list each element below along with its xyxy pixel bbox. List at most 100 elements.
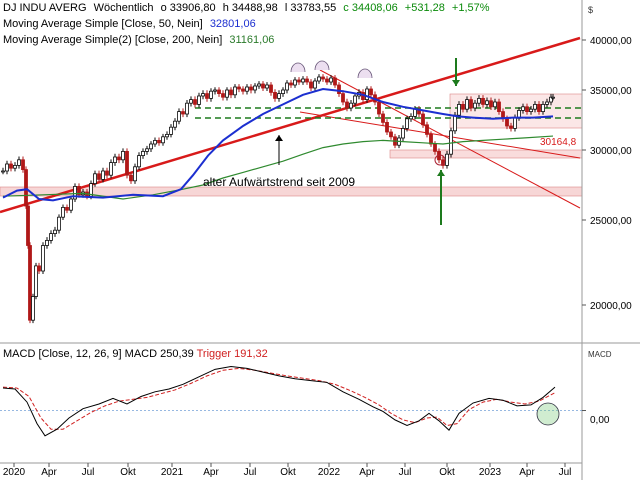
- candle-body: [129, 174, 133, 182]
- candle-body: [117, 156, 121, 161]
- candle-body: [477, 98, 481, 104]
- candle-body: [365, 88, 369, 100]
- x-tick-label: Apr: [203, 467, 219, 478]
- candle-body: [181, 111, 185, 115]
- top-marker: [357, 68, 373, 79]
- candle-body: [445, 153, 449, 166]
- candle-body: [329, 77, 333, 83]
- x-tick-label: 2020: [3, 467, 26, 478]
- candle-body: [285, 82, 289, 91]
- x-tick-label: Okt: [280, 467, 296, 478]
- y-tick-label: 40000,00: [590, 36, 632, 47]
- top-marker: [314, 60, 330, 71]
- candle-body: [325, 78, 329, 83]
- candle-body: [253, 85, 257, 91]
- candle-body: [313, 80, 317, 89]
- candle-body: [26, 205, 30, 246]
- instrument-title: DJ INDU AVERG: [3, 2, 87, 14]
- candle-body: [225, 89, 229, 98]
- x-tick-label: Apr: [519, 467, 535, 478]
- candle-body: [277, 93, 281, 99]
- candle-body: [153, 139, 157, 145]
- trigger-line: [2, 367, 556, 430]
- candle-body: [265, 84, 269, 89]
- candle-body: [221, 93, 225, 98]
- candle-body: [305, 78, 309, 83]
- candle-body: [125, 150, 129, 176]
- support-value-label: 30164,8: [540, 137, 577, 148]
- candle-body: [69, 198, 73, 211]
- candle-body: [65, 206, 69, 211]
- candle-body: [133, 166, 137, 182]
- candle-body: [389, 131, 393, 138]
- candle-body: [525, 106, 529, 113]
- change-value: +531,28: [404, 2, 445, 14]
- candle-body: [1, 170, 5, 173]
- candle-body: [377, 101, 381, 115]
- green-arrow-up-head: [437, 170, 445, 176]
- candle-body: [249, 86, 253, 91]
- candle-body: [321, 76, 325, 80]
- candle-body: [385, 122, 389, 133]
- candle-body: [349, 102, 353, 109]
- candle-body: [433, 143, 437, 152]
- low-value: l 33783,55: [284, 2, 337, 14]
- macd-line: [2, 366, 556, 437]
- candle-body: [205, 93, 209, 99]
- candle-body: [529, 108, 533, 112]
- green-arrow-down-head: [452, 80, 460, 86]
- candle-body: [209, 90, 213, 99]
- candle-body: [429, 133, 433, 145]
- candle-body: [489, 100, 493, 108]
- candle-body: [465, 99, 469, 110]
- candle-body: [34, 265, 38, 297]
- close-value: c 34408,06: [343, 2, 398, 14]
- candle-body: [149, 143, 153, 150]
- high-value: h 34488,98: [222, 2, 278, 14]
- candle-body: [333, 77, 337, 86]
- ma200-legend: Moving Average Simple(2) [Close, 200, Ne…: [3, 34, 278, 46]
- top-marker: [290, 62, 306, 73]
- candle-body: [217, 89, 221, 94]
- candle-body: [473, 102, 477, 109]
- ma200-label: Moving Average Simple(2) [Close, 200, Ne…: [3, 34, 223, 46]
- x-tick-label: 2023: [479, 467, 502, 478]
- candle-body: [273, 92, 277, 99]
- candles: [1, 74, 555, 324]
- x-tick-label: Jul: [82, 467, 95, 478]
- candle-body: [28, 245, 32, 321]
- candle-body: [485, 100, 489, 105]
- y-tick-label: 35000,00: [590, 86, 632, 97]
- candle-body: [31, 296, 35, 321]
- candle-body: [73, 185, 77, 200]
- candle-body: [413, 108, 417, 117]
- upper-downtrend-line: [299, 111, 581, 159]
- candle-body: [145, 148, 149, 152]
- candle-body: [193, 99, 197, 105]
- candle-body: [421, 113, 425, 126]
- candle-body: [551, 96, 555, 99]
- candle-body: [113, 156, 117, 163]
- currency-label: $: [588, 5, 594, 15]
- candle-body: [401, 127, 405, 139]
- candle-body: [49, 233, 53, 241]
- candle-body: [197, 95, 201, 105]
- macd-pane: [0, 366, 586, 437]
- candle-body: [245, 86, 249, 92]
- candle-body: [297, 79, 301, 83]
- candle-body: [469, 99, 473, 109]
- candle-body: [177, 111, 181, 122]
- candle-body: [213, 89, 217, 92]
- candle-body: [457, 104, 461, 116]
- x-tick-label: 2022: [318, 467, 341, 478]
- candle-body: [24, 169, 28, 207]
- macd-label: MACD [Close, 12, 26, 9]: [3, 348, 122, 360]
- candle-body: [353, 95, 357, 104]
- candle-body: [281, 89, 285, 94]
- x-tick-label: Apr: [41, 467, 57, 478]
- macd-header: MACD [Close, 12, 26, 9] MACD 250,39 Trig…: [3, 348, 268, 360]
- candle-body: [453, 114, 457, 132]
- x-tick-label: Okt: [120, 467, 136, 478]
- candle-body: [97, 173, 101, 180]
- candle-body: [521, 106, 525, 111]
